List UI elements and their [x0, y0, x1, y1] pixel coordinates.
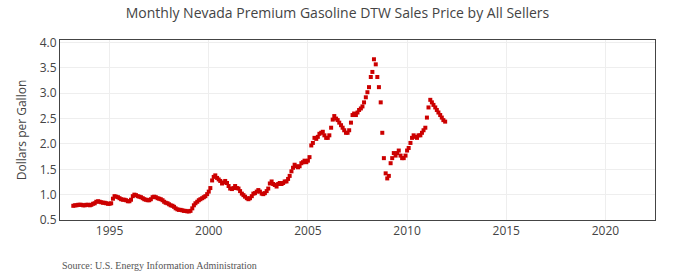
svg-text:2000: 2000	[195, 222, 223, 239]
svg-text:2005: 2005	[294, 222, 322, 239]
svg-text:Source: U.S. Energy Informatio: Source: U.S. Energy Information Administ…	[62, 260, 257, 271]
svg-text:3.5: 3.5	[40, 59, 57, 76]
svg-text:2.5: 2.5	[40, 110, 57, 127]
svg-text:3.0: 3.0	[40, 84, 57, 101]
svg-text:1995: 1995	[96, 222, 124, 239]
svg-text:4.0: 4.0	[40, 34, 57, 51]
svg-text:Monthly Nevada Premium Gasolin: Monthly Nevada Premium Gasoline DTW Sale…	[126, 3, 550, 22]
svg-text:2010: 2010	[393, 222, 421, 239]
svg-text:2020: 2020	[592, 222, 620, 239]
svg-text:2.0: 2.0	[40, 135, 57, 152]
svg-text:1.5: 1.5	[40, 161, 57, 178]
svg-text:2015: 2015	[493, 222, 521, 239]
svg-text:0.5: 0.5	[40, 211, 57, 228]
svg-text:1.0: 1.0	[40, 186, 57, 203]
svg-text:Dollars per Gallon: Dollars per Gallon	[13, 80, 30, 181]
